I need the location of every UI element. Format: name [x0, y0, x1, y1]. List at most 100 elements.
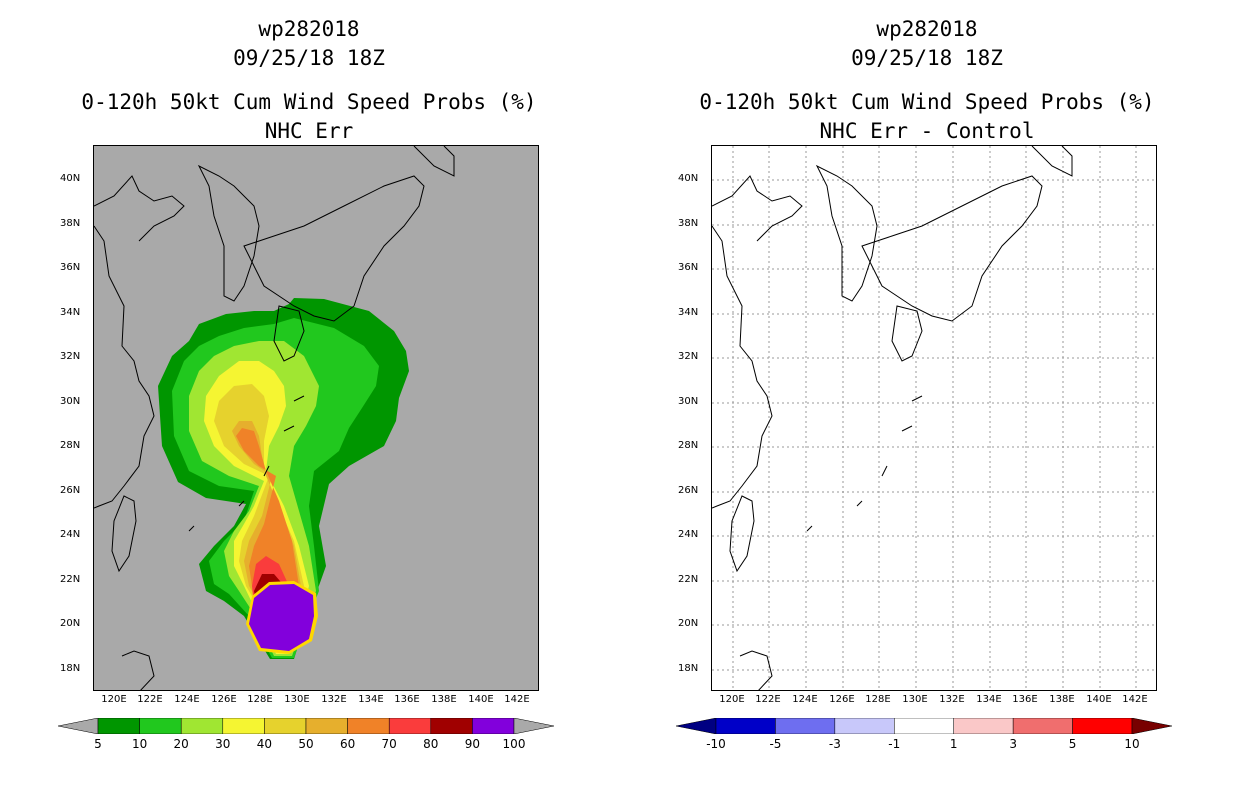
- difference-colorbar-swatch: [715, 718, 776, 734]
- lon-label: 128E: [247, 694, 273, 705]
- probability-colorbar-tick-label: 10: [131, 737, 148, 751]
- coastlines: [94, 146, 455, 690]
- subtitle: NHC Err: [264, 119, 354, 143]
- product-title: 0-120h 50kt Cum Wind Speed Probs (%): [699, 90, 1155, 114]
- difference-colorbar-over-triangle: [1131, 718, 1172, 734]
- lon-label: 142E: [1122, 694, 1148, 705]
- lat-label: 30N: [60, 396, 81, 407]
- probability-colorbar-swatch: [139, 718, 182, 734]
- difference-colorbar-swatch: [834, 718, 895, 734]
- lon-label: 132E: [939, 694, 965, 705]
- japan-honshu: [243, 175, 425, 322]
- probability-colorbar-swatch: [305, 718, 348, 734]
- lon-label: 122E: [137, 694, 163, 705]
- lat-label: 24N: [678, 529, 699, 540]
- product-title: 0-120h 50kt Cum Wind Speed Probs (%): [81, 90, 537, 114]
- lon-label: 138E: [1049, 694, 1075, 705]
- difference-colorbar: [676, 718, 1172, 734]
- right-panel: wp282018 09/25/18 18Z 0-120h 50kt Cum Wi…: [618, 0, 1236, 800]
- lon-label: 120E: [101, 694, 127, 705]
- lon-label: 124E: [792, 694, 818, 705]
- japan-north: [413, 146, 455, 177]
- gridlines: [712, 146, 1156, 690]
- china-coast: [712, 225, 773, 509]
- luzon: [121, 650, 155, 690]
- difference-colorbar-tick-label: 3: [1009, 737, 1017, 751]
- probability-colorbar-tick-label: 80: [423, 737, 439, 751]
- probability-colorbar-over-triangle: [513, 718, 554, 734]
- lat-label: 34N: [60, 307, 81, 318]
- difference-colorbar-swatch: [775, 718, 836, 734]
- yellow-sea-coast: [94, 175, 185, 242]
- lon-label: 126E: [829, 694, 855, 705]
- probability-colorbar-swatch: [388, 718, 432, 734]
- lat-label: 36N: [678, 262, 699, 273]
- lat-label: 34N: [678, 307, 699, 318]
- japan-north: [1031, 146, 1073, 177]
- probability-colorbar-tick-label: 40: [256, 737, 273, 751]
- probability-colorbar-swatch: [97, 718, 140, 734]
- probability-colorbar-tick-label: 20: [173, 737, 189, 751]
- lat-label: 40N: [678, 173, 699, 184]
- probability-colorbar-tick-label: 50: [298, 737, 314, 751]
- lat-label: 32N: [60, 351, 81, 362]
- lon-label: 142E: [504, 694, 530, 705]
- storm-id-title: wp282018: [258, 17, 360, 41]
- difference-colorbar-tick-label: 10: [1124, 737, 1140, 751]
- probability-colorbar-swatch: [180, 718, 224, 734]
- lon-label: 122E: [755, 694, 781, 705]
- lon-label: 124E: [174, 694, 200, 705]
- probability-colorbar-swatch: [264, 718, 307, 734]
- lat-label: 38N: [678, 218, 699, 229]
- lon-label: 140E: [1086, 694, 1112, 705]
- left-panel: wp282018 09/25/18 18Z 0-120h 50kt Cum Wi…: [58, 17, 554, 751]
- lat-label: 30N: [678, 396, 699, 407]
- contour-100: [249, 584, 314, 651]
- korea-coast: [815, 164, 878, 302]
- probability-colorbar-tick-label: 5: [94, 737, 102, 751]
- probability-map-svg: [94, 146, 455, 690]
- lat-label: 20N: [60, 618, 81, 629]
- lon-label: 130E: [284, 694, 310, 705]
- difference-colorbar-tick-label: -1: [888, 737, 901, 751]
- lon-label: 134E: [976, 694, 1002, 705]
- datetime-title: 09/25/18 18Z: [851, 46, 1003, 70]
- difference-colorbar-tick-label: -10: [706, 737, 726, 751]
- korea-coast: [197, 164, 260, 302]
- probability-colorbar: [58, 718, 554, 734]
- lat-label: 20N: [678, 618, 699, 629]
- japan-honshu: [861, 175, 1043, 322]
- china-coast: [94, 225, 155, 509]
- lat-label: 38N: [60, 218, 81, 229]
- lon-label: 136E: [1012, 694, 1038, 705]
- luzon: [739, 650, 773, 690]
- lat-label: 28N: [60, 440, 81, 451]
- difference-colorbar-swatch: [953, 718, 1014, 734]
- lon-label: 126E: [211, 694, 237, 705]
- probability-colorbar-swatch: [430, 718, 473, 734]
- lon-label: 132E: [321, 694, 347, 705]
- lat-label: 18N: [60, 663, 81, 674]
- probability-colorbar-under-triangle: [58, 718, 99, 734]
- lat-label: 36N: [60, 262, 81, 273]
- lon-label: 128E: [865, 694, 891, 705]
- probability-colorbar-tick-label: 100: [502, 737, 526, 751]
- lat-label: 22N: [60, 574, 81, 585]
- probability-colorbar-swatch: [222, 718, 265, 734]
- lat-label: 26N: [678, 485, 699, 496]
- probability-colorbar-swatch: [347, 718, 390, 734]
- difference-colorbar-swatch: [1072, 718, 1133, 734]
- kyushu: [273, 305, 305, 362]
- lat-label: 24N: [60, 529, 81, 540]
- difference-colorbar-tick-label: -5: [769, 737, 782, 751]
- taiwan: [111, 495, 137, 573]
- lat-label: 18N: [678, 663, 699, 674]
- lon-label: 120E: [719, 694, 745, 705]
- difference-map: [711, 145, 1157, 691]
- kyushu: [891, 305, 923, 362]
- lat-label: 32N: [678, 351, 699, 362]
- lon-label: 136E: [394, 694, 420, 705]
- difference-map-svg: [712, 146, 1156, 690]
- difference-colorbar-swatch: [894, 718, 954, 734]
- probability-swath: [158, 298, 409, 659]
